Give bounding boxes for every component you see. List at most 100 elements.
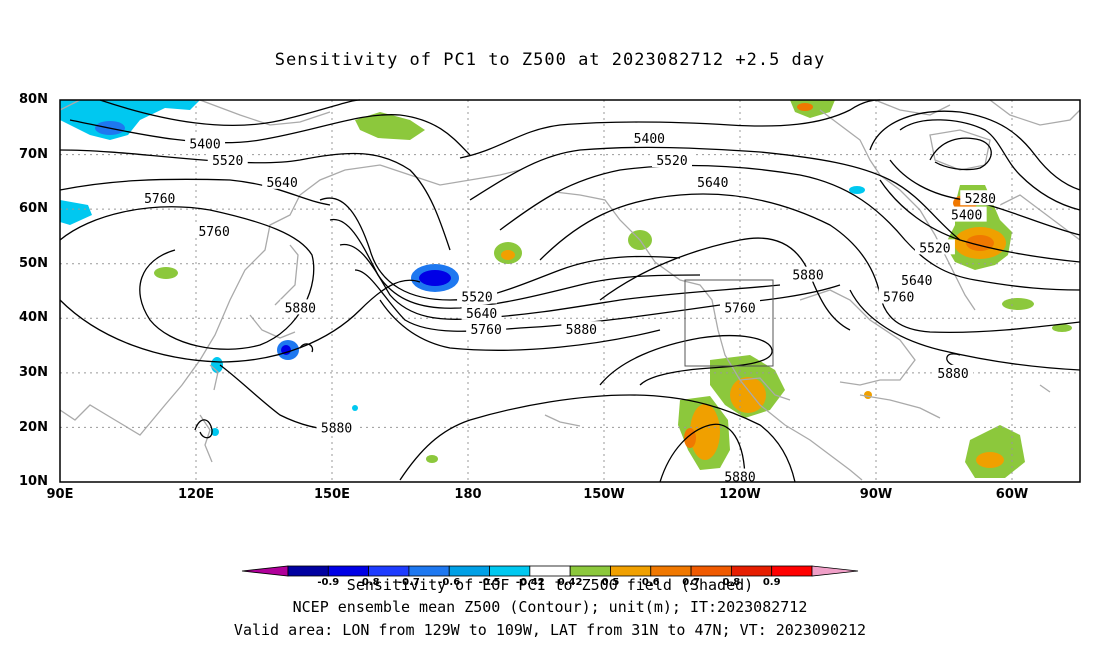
- contour-label: 5880: [566, 323, 597, 338]
- colorbar-segment: [287, 565, 329, 577]
- lon-tick-label: 90W: [859, 487, 893, 502]
- lat-tick-label: 80N: [19, 92, 48, 107]
- contour-label: 5880: [285, 301, 316, 316]
- colorbar-tick-label: 0.9: [762, 577, 781, 588]
- contour-label: 5880: [937, 367, 968, 382]
- contour-label: 5400: [951, 209, 982, 224]
- colorbar-tick-label: -0.8: [357, 577, 380, 588]
- colorbar-segment: [690, 565, 732, 577]
- contour-label-bg: [692, 173, 733, 189]
- colorbar-tick-label: 0.42: [557, 577, 583, 588]
- contour-caption: NCEP ensemble mean Z500 (Contour); unit(…: [292, 598, 808, 616]
- contour-label-bg: [914, 239, 955, 255]
- contour-label: 5640: [466, 307, 497, 322]
- colorbar: [241, 565, 859, 577]
- lon-tick-label: 150E: [313, 487, 351, 502]
- colorbar-segment: [650, 565, 692, 577]
- contour-label-bg: [720, 299, 760, 315]
- contour-label: 5760: [724, 301, 755, 316]
- colorbar-tick-label: 0.6: [641, 577, 660, 588]
- contour-label-bg: [466, 321, 507, 337]
- contour-label-bg: [629, 130, 670, 146]
- contour-label: 5640: [266, 176, 297, 191]
- colorbar-segment: [730, 565, 773, 577]
- contour-label: 5760: [883, 290, 914, 305]
- valid-area-box: [684, 279, 774, 367]
- contour-label: 5520: [656, 154, 687, 169]
- contour-label-bg: [185, 135, 226, 151]
- sensitivity-shading: [60, 100, 1072, 478]
- contour-label: 5520: [212, 154, 243, 169]
- colorbar-tick-label: 0.5: [601, 577, 620, 588]
- colorbar-segment: [529, 565, 571, 577]
- lat-tick-label: 20N: [19, 420, 48, 435]
- contour-label: 5880: [321, 421, 352, 436]
- colorbar-tick-label: 0.8: [722, 577, 741, 588]
- contour-label-bg: [788, 266, 828, 282]
- contour-label: 5400: [634, 132, 665, 147]
- contour-label-bg: [878, 288, 919, 304]
- colorbar-segment: [327, 565, 370, 577]
- colorbar-tick-label: -0.6: [438, 577, 461, 588]
- colorbar-tick-label: -0.42: [515, 577, 545, 588]
- contour-label: 5640: [697, 176, 728, 191]
- contour-label-bg: [896, 272, 937, 288]
- map-frame: [59, 99, 1081, 483]
- colorbar-segment: [489, 565, 531, 577]
- colorbar-min-arrow: [241, 565, 289, 577]
- contour-label: 5520: [919, 241, 950, 256]
- lat-tick-label: 30N: [19, 365, 48, 380]
- contour-label-bg: [316, 419, 357, 435]
- contour-label-bg: [561, 321, 602, 337]
- contour-label: 5400: [189, 138, 220, 153]
- colorbar-tick-label: -0.7: [397, 577, 420, 588]
- contour-label-bg: [457, 288, 498, 304]
- colorbar-segment: [368, 565, 410, 577]
- colorbar-tick-label: -0.5: [478, 577, 501, 588]
- contour-label: 5880: [724, 471, 755, 486]
- map-title: Sensitivity of PC1 to Z500 at 2023082712…: [274, 50, 826, 70]
- lat-tick-label: 60N: [19, 201, 48, 216]
- colorbar-max-arrow: [811, 565, 859, 577]
- lat-tick-label: 10N: [19, 474, 48, 489]
- lat-tick-label: 70N: [19, 147, 48, 162]
- valid-area-caption: Valid area: LON from 129W to 109W, LAT f…: [233, 621, 867, 639]
- contour-label: 5880: [792, 269, 823, 284]
- lon-tick-label: 90E: [46, 487, 74, 502]
- contour-label: 5640: [901, 274, 932, 289]
- lon-tick-label: 150W: [583, 487, 625, 502]
- colorbar-tick-label: 0.7: [682, 577, 700, 588]
- lon-tick-label: 60W: [995, 487, 1029, 502]
- colorbar-segment: [610, 565, 652, 577]
- contour-label-bg: [262, 173, 303, 189]
- coastlines: [59, 99, 1081, 481]
- shading-caption: Sensitivity of EOF PC1 to Z500 field (Sh…: [346, 576, 754, 594]
- lat-tick-label: 40N: [19, 310, 48, 325]
- contour-label-bg: [652, 152, 692, 168]
- colorbar-segment: [448, 565, 490, 577]
- lon-tick-label: 120E: [177, 487, 215, 502]
- contour-label-bg: [960, 190, 1001, 206]
- colorbar-segment: [771, 565, 813, 577]
- lat-tick-label: 50N: [19, 256, 48, 271]
- contour-label: 5760: [198, 225, 229, 240]
- contour-label-bg: [207, 152, 248, 168]
- contour-label-bg: [946, 206, 987, 222]
- contour-label-bg: [139, 190, 180, 206]
- contour-label: 5760: [144, 192, 175, 207]
- lon-tick-label: 180: [454, 487, 482, 502]
- contour-label-bg: [720, 468, 760, 484]
- contour-label-bg: [461, 304, 502, 320]
- lon-tick-label: 120W: [719, 487, 761, 502]
- contour-label: 5280: [965, 192, 996, 207]
- colorbar-segment: [569, 565, 611, 577]
- colorbar-segment: [408, 565, 450, 577]
- contour-label: 5760: [470, 323, 501, 338]
- contour-label-bg: [280, 299, 321, 315]
- colorbar-tick-label: -0.9: [317, 577, 340, 588]
- contour-label: 5520: [461, 290, 492, 305]
- contour-label-bg: [933, 364, 974, 380]
- contour-label-bg: [194, 222, 235, 238]
